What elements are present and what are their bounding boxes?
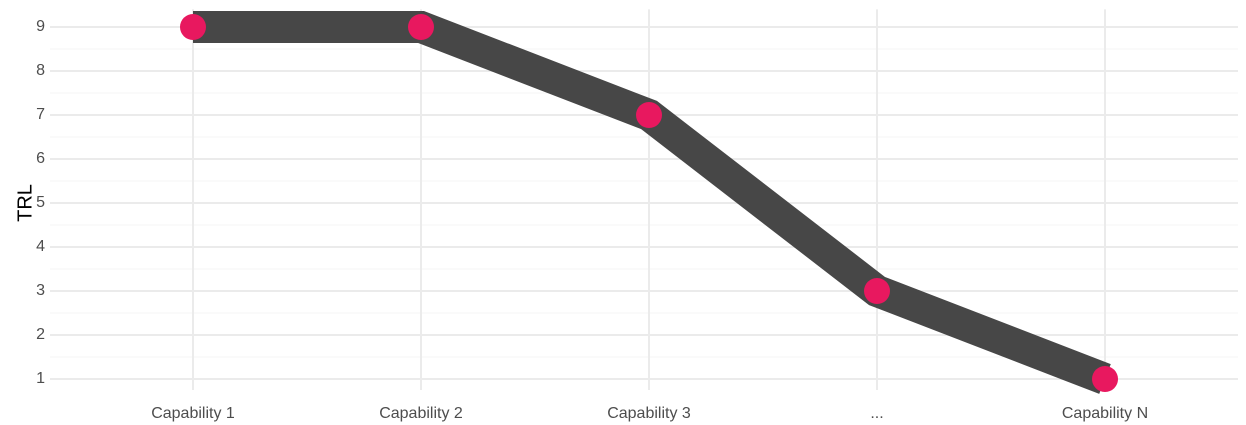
y-tick-label: 4 [36,238,45,255]
x-tick-label: ... [870,405,883,422]
x-tick-labels: Capability 1 Capability 2 Capability 3... C… [151,405,1148,422]
y-tick-label: 9 [36,18,45,35]
data-point [180,14,206,40]
y-tick-label: 6 [36,150,45,167]
y-tick-label: 1 [36,370,45,387]
data-point [1092,366,1118,392]
x-tick-label: Capability 2 [379,405,463,422]
x-tick-label: Capability 1 [151,405,235,422]
y-tick-label: 5 [36,194,45,211]
data-point [636,102,662,128]
y-tick-label: 8 [36,62,45,79]
y-tick-label: 2 [36,326,45,343]
data-point [864,278,890,304]
data-point [408,14,434,40]
point-layer [180,14,1118,392]
x-tick-label: Capability 3 [607,405,691,422]
y-axis-title: TRL [14,184,36,222]
x-tick-label: Capability N [1062,405,1148,422]
y-tick-label: 7 [36,106,45,123]
y-tick-labels: 1 2 3 4 5 6 7 8 9 [36,18,45,387]
y-tick-label: 3 [36,282,45,299]
grid-layer [50,9,1238,390]
